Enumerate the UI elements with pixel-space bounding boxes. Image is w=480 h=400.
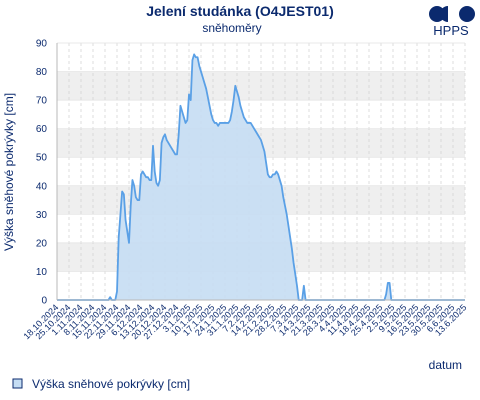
y-tick-label: 90 [36,39,48,50]
series-line [57,53,465,301]
logo-half-circle [440,6,448,22]
logo-text: HPPS [433,23,469,38]
y-tick-label: 20 [36,238,48,249]
plot-area: 010203040506070809018.10.202425.10.20241… [21,39,468,342]
y-tick-label: 50 [36,153,48,164]
logo-circle-left [429,6,445,22]
legend: Výška sněhové pokrývky [cm] [12,377,190,391]
chart-title: Jelení studánka (O4JEST01) [146,3,334,19]
series-area [57,54,465,300]
legend-swatch [12,378,23,389]
y-tick-label: 10 [36,267,48,278]
chart-subtitle: sněhoměry [202,21,261,35]
logo: HPPS [429,6,475,38]
x-axis-label: datum [429,358,462,372]
y-tick-label: 60 [36,124,48,135]
y-tick-label: 80 [36,67,48,78]
y-tick-label: 40 [36,181,48,192]
legend-label: Výška sněhové pokrývky [cm] [32,377,190,391]
y-tick-label: 0 [41,296,47,307]
y-axis-label: Výška sněhové pokrývky [cm] [2,93,16,251]
y-tick-label: 70 [36,96,48,107]
y-tick-label: 30 [36,210,48,221]
logo-circle-right [459,6,475,22]
